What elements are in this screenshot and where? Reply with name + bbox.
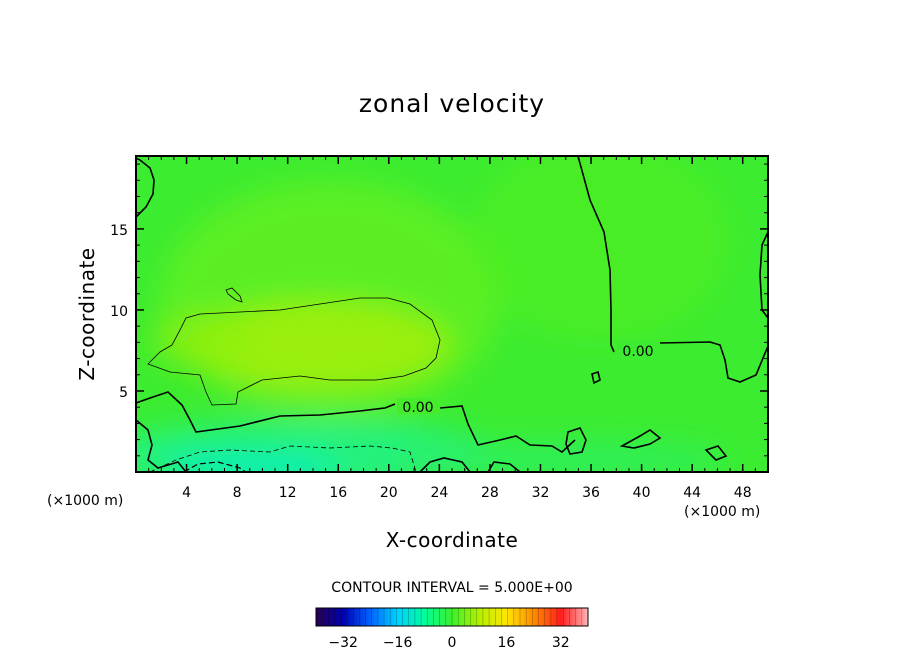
zero-contour-lower — [136, 391, 396, 433]
x-tick-label: 44 — [683, 485, 701, 501]
zero-contour-bottom — [419, 457, 471, 472]
colorbar-tick-label: −32 — [328, 635, 358, 651]
x-axis-label: X-coordinate — [386, 528, 519, 552]
zero-contour-upper — [136, 157, 155, 218]
zero-contour-left-lower — [136, 419, 187, 472]
x-tick-label: 36 — [582, 485, 600, 501]
colorbar-tick-label: 0 — [448, 635, 457, 651]
zero-contour-right-lower — [659, 341, 768, 383]
y-tick-label: 10 — [110, 304, 128, 320]
zero-contour-blob3 — [619, 429, 662, 449]
contour-interval-text: CONTOUR INTERVAL = 5.000E+00 — [331, 580, 572, 596]
y-tick-label: 5 — [119, 385, 128, 401]
zero-contour-right — [577, 156, 615, 353]
contour-label-2: 0.00 — [402, 400, 433, 416]
x-tick-label: 28 — [481, 485, 499, 501]
y-tick-label: 15 — [110, 223, 128, 239]
contour-label-1: 0.00 — [622, 344, 653, 360]
contour-negative-5 — [149, 445, 417, 472]
x-unit-label: (×1000 m) — [684, 504, 760, 520]
x-tick-label: 48 — [734, 485, 752, 501]
chart-title: zonal velocity — [359, 89, 545, 118]
x-tick-labels: 4 8 12 16 20 24 28 32 36 40 44 48 — [182, 485, 752, 501]
zero-contour-blob1 — [565, 427, 587, 455]
colorbar-tick-labels: −32 −16 0 16 32 — [328, 635, 569, 651]
colorbar-tick-label: −16 — [383, 635, 413, 651]
colorbar-frame — [315, 607, 589, 627]
y-axis-label: Z-coordinate — [75, 247, 99, 380]
contour-5 — [147, 297, 441, 406]
y-unit-label: (×1000 m) — [47, 493, 123, 509]
contour-negative-10 — [183, 461, 247, 472]
velocity-field — [136, 156, 768, 472]
x-tick-label: 12 — [279, 485, 297, 501]
x-tick-label: 4 — [182, 485, 191, 501]
colorbar-fill — [316, 608, 588, 626]
x-tick-label: 24 — [430, 485, 448, 501]
colorbar-tick-label: 16 — [497, 635, 515, 651]
colorbar-stripes — [321, 608, 583, 626]
contour-label-bg-1 — [617, 342, 659, 358]
x-tick-label: 32 — [532, 485, 550, 501]
contour-5-small — [225, 287, 243, 303]
zero-contour-blob2 — [591, 370, 601, 385]
zero-contour-blob4 — [704, 445, 728, 461]
colorbar: −32 −16 0 16 32 — [315, 607, 589, 651]
x-tick-label: 16 — [329, 485, 347, 501]
contour-label-bg-2 — [397, 398, 439, 414]
x-tick-label: 20 — [380, 485, 398, 501]
contour-lines — [136, 156, 768, 472]
y-tick-labels: 5 10 15 — [110, 223, 128, 401]
colorbar-tick-label: 32 — [552, 635, 570, 651]
zero-contour-right-edge — [759, 231, 768, 319]
axis-ticks — [136, 156, 768, 472]
x-tick-label: 40 — [633, 485, 651, 501]
x-tick-label: 8 — [233, 485, 242, 501]
zero-contour-lower-mid — [439, 405, 576, 453]
